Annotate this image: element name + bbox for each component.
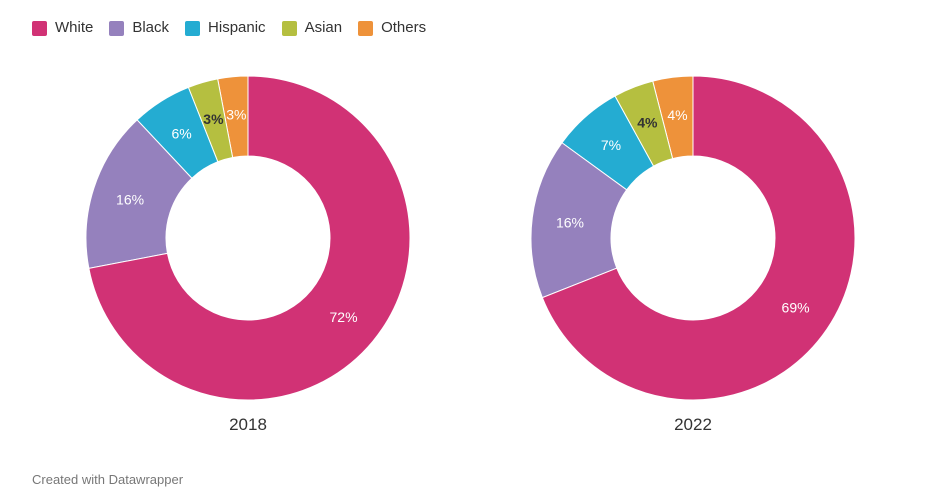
slice-label-2022-white: 69% [782,300,810,316]
legend: White Black Hispanic Asian Others [32,18,442,38]
slice-2022-hispanic [561,95,655,191]
slice-label-2018-white: 72% [330,309,358,325]
legend-label-asian: Asian [304,19,343,36]
slice-label-2018-black: 16% [116,192,144,208]
slice-2018-hispanic [136,86,219,179]
legend-item-hispanic: Hispanic [185,18,266,38]
legend-label-black: Black [132,19,170,36]
legend-swatch-black [109,20,125,36]
donut-chart-2022: 2022 69% 16% 7% 4% 4% [530,75,856,434]
legend-item-white: White [32,18,93,38]
slice-label-2022-others: 4% [667,107,687,123]
legend-swatch-asian [281,20,297,36]
legend-swatch-hispanic [185,20,201,36]
footer-credit: Created with Datawrapper [32,472,184,487]
legend-swatch-white [32,20,47,36]
legend-item-others: Others [358,18,426,38]
slice-label-2022-hispanic: 7% [601,137,621,153]
slice-2022-white [541,75,856,401]
legend-swatch-others [358,20,374,36]
slice-label-2018-others: 3% [226,107,246,123]
donut-chart-2018: 2018 72% 16% 6% 3% 3% [85,75,411,434]
slice-2022-black [530,142,628,299]
slice-label-2018-hispanic: 6% [171,125,191,141]
legend-label-others: Others [381,19,427,36]
legend-item-black: Black [109,18,169,38]
chart-title-2018: 2018 [229,415,267,434]
slice-label-2022-black: 16% [556,214,584,230]
slice-2022-asian [614,80,674,167]
legend-label-white: White [55,19,94,36]
chart-title-2022: 2022 [674,415,712,434]
slice-label-2018-asian: 3% [203,111,224,127]
slice-2018-asian [187,78,234,163]
slice-2018-black [85,119,193,269]
slice-2018-white [88,75,411,401]
legend-item-asian: Asian [281,18,343,38]
slice-label-2022-asian: 4% [637,115,658,131]
legend-label-hispanic: Hispanic [208,19,266,36]
